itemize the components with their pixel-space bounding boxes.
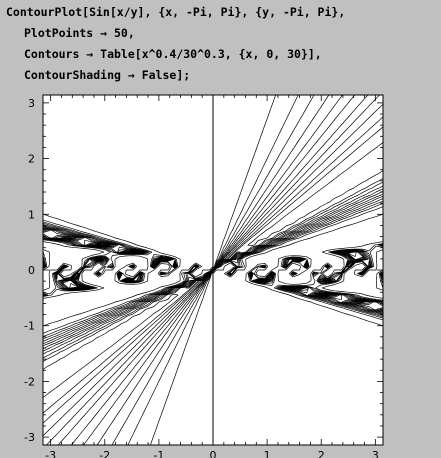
x-tick-label: -2 xyxy=(99,449,110,458)
contour-plot: -3 -2 -1 0 1 2 3 -3 -2 -1 0 1 2 3 xyxy=(24,94,384,458)
input-line-3[interactable]: Contours → Table[x^0.4/30^0.3, {x, 0, 30… xyxy=(24,47,322,61)
x-tick-label: 1 xyxy=(264,449,271,458)
input-line-1[interactable]: ContourPlot[Sin[x/y], {x, -Pi, Pi}, {y, … xyxy=(6,5,346,19)
contour-lines xyxy=(42,94,384,446)
y-tick-label: -3 xyxy=(24,431,35,444)
axis-ticks xyxy=(43,95,383,445)
x-tick-label: -1 xyxy=(153,449,164,458)
y-tick-label: 3 xyxy=(28,97,35,110)
input-cell[interactable]: ContourPlot[Sin[x/y], {x, -Pi, Pi}, {y, … xyxy=(6,2,436,86)
y-tick-label: 1 xyxy=(28,208,35,221)
y-tick-label: 0 xyxy=(28,264,35,277)
y-tick-labels: -3 -2 -1 0 1 2 3 xyxy=(24,97,35,444)
x-tick-label: 3 xyxy=(372,449,379,458)
contour-level-1 xyxy=(42,94,384,446)
y-tick-label: 2 xyxy=(28,153,35,166)
input-line-2[interactable]: PlotPoints → 50, xyxy=(24,26,135,40)
y-tick-label: -1 xyxy=(24,320,35,333)
contour-level-11 xyxy=(42,126,384,414)
x-tick-label: 2 xyxy=(318,449,325,458)
x-tick-label: -3 xyxy=(45,449,56,458)
y-tick-label: -2 xyxy=(24,375,35,388)
x-tick-labels: -3 -2 -1 0 1 2 3 xyxy=(45,449,379,458)
x-tick-label: 0 xyxy=(210,449,217,458)
input-line-4[interactable]: ContourShading → False]; xyxy=(24,68,191,82)
contour-level-12 xyxy=(42,142,384,398)
